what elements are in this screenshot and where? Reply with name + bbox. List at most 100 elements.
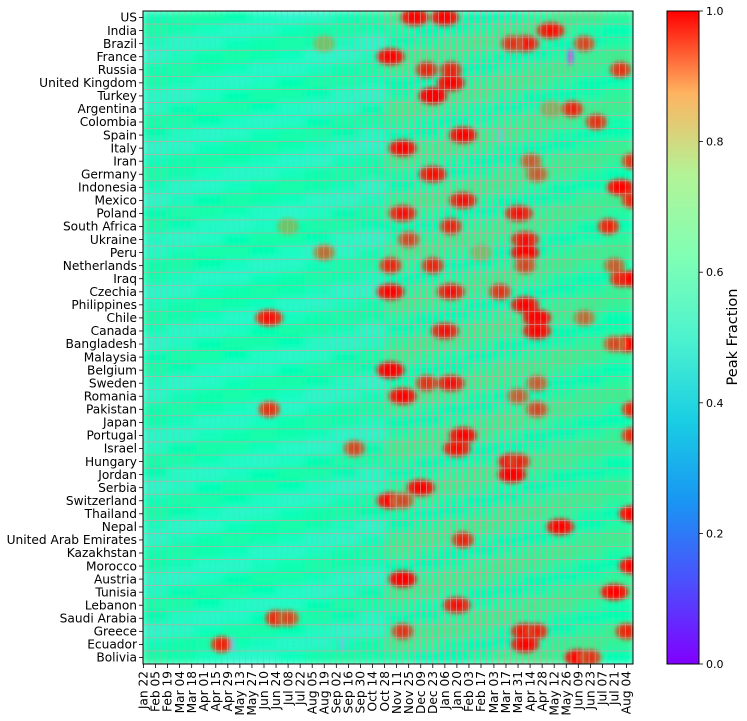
y-tick-label: Lebanon	[85, 598, 137, 612]
heatmap-cell	[413, 414, 445, 430]
heatmap-cell	[386, 558, 418, 574]
heatmap-cell	[304, 49, 336, 65]
heatmap-cell	[277, 271, 309, 287]
heatmap-cell	[467, 571, 499, 587]
heatmap-cell	[382, 51, 399, 63]
heatmap-cell	[603, 101, 633, 117]
heatmap-cell	[444, 221, 457, 232]
heatmap-cell	[304, 153, 336, 169]
heatmap-cell	[304, 336, 336, 352]
heatmap-cell	[143, 623, 173, 639]
heatmap-cell	[249, 454, 282, 470]
heatmap-cell	[358, 336, 390, 352]
heatmap-cell	[467, 114, 499, 130]
heatmap-cell	[277, 297, 309, 313]
heatmap-cell	[603, 75, 633, 91]
heatmap-cell	[603, 11, 633, 26]
y-tick-label: Mexico	[94, 194, 137, 208]
heatmap-cell	[576, 388, 608, 404]
heatmap-cell	[249, 493, 282, 509]
heatmap-cell	[517, 247, 533, 259]
heatmap-cell	[331, 75, 363, 91]
heatmap-cell	[249, 166, 282, 182]
heatmap-cell	[230, 635, 236, 653]
y-tick-label: Romania	[84, 389, 137, 403]
heatmap-cell	[440, 297, 472, 313]
heatmap-cell	[440, 101, 472, 117]
heatmap-cell	[440, 493, 472, 509]
heatmap-cell	[440, 545, 472, 561]
heatmap-cell	[467, 271, 499, 287]
heatmap-cell	[304, 636, 336, 652]
heatmap-cell	[603, 362, 633, 378]
heatmap-cell	[331, 610, 363, 626]
heatmap-cell	[277, 506, 309, 522]
heatmap-cell	[444, 64, 457, 76]
heatmap-cell	[331, 179, 363, 195]
heatmap-cell	[576, 245, 608, 261]
heatmap-cell	[358, 454, 390, 470]
heatmap-cell	[358, 636, 390, 652]
heatmap-cell	[195, 362, 227, 378]
heatmap-cell	[304, 88, 336, 104]
x-tick-label: Nov 25	[402, 671, 416, 714]
heatmap-cell	[304, 649, 336, 664]
heatmap-cell	[603, 297, 633, 313]
heatmap-cell	[576, 127, 608, 143]
heatmap-cell	[168, 454, 200, 470]
heatmap-cell	[603, 571, 633, 587]
heatmap-cell	[522, 127, 554, 143]
heatmap-cell	[590, 116, 603, 128]
y-tick-label: Canada	[91, 324, 137, 338]
heatmap-cell	[168, 440, 200, 457]
heatmap-cell	[249, 636, 282, 652]
heatmap-cell	[277, 75, 309, 91]
heatmap-cell	[576, 480, 608, 496]
heatmap-cell	[222, 140, 254, 156]
heatmap-cell	[222, 506, 254, 522]
heatmap-cell	[467, 649, 499, 664]
heatmap-cell	[143, 179, 173, 195]
heatmap-cell	[576, 493, 608, 509]
heatmap-cell	[413, 558, 445, 574]
colorbar-label: Peak Fraction	[725, 289, 741, 386]
heatmap-cell	[440, 571, 472, 587]
heatmap-cell	[348, 443, 361, 454]
heatmap-cell	[467, 140, 499, 156]
heatmap-cell	[277, 623, 309, 639]
heatmap-cell	[467, 597, 499, 613]
heatmap-cell	[331, 427, 363, 443]
x-tick-label: Jul 22	[293, 671, 307, 706]
heatmap-cell	[195, 284, 227, 300]
heatmap-cell	[331, 571, 363, 587]
heatmap-cell	[143, 101, 173, 117]
heatmap-cell	[168, 218, 200, 235]
y-tick-label: Italy	[111, 141, 137, 155]
heatmap-cell	[222, 271, 254, 287]
heatmap-cell	[578, 312, 591, 324]
heatmap-cell	[440, 649, 472, 664]
x-tick-label: Jun 10	[257, 671, 271, 710]
y-tick-label: Portugal	[87, 429, 137, 443]
heatmap-cell	[143, 401, 173, 417]
heatmap-cell	[522, 11, 554, 26]
heatmap-cell	[277, 401, 309, 417]
heatmap-cell	[420, 64, 433, 76]
heatmap-cell	[249, 245, 282, 261]
heatmap-cell	[437, 12, 453, 24]
heatmap-cell	[195, 271, 227, 287]
heatmap-cell	[195, 349, 227, 365]
x-tick-label: Dec 09	[414, 671, 428, 714]
heatmap-cell	[331, 401, 363, 417]
heatmap-cell	[394, 390, 411, 402]
y-tick-label: Bolivia	[96, 651, 137, 665]
heatmap-cell	[440, 610, 472, 626]
heatmap-cell	[143, 440, 173, 457]
heatmap-cell	[222, 114, 254, 130]
x-tick-label: Apr 14	[523, 671, 537, 712]
heatmap-cell	[443, 286, 459, 298]
heatmap-cell	[358, 36, 390, 52]
heatmap-cell	[195, 545, 227, 561]
heatmap-cell	[413, 349, 445, 365]
heatmap-cell	[608, 260, 621, 272]
